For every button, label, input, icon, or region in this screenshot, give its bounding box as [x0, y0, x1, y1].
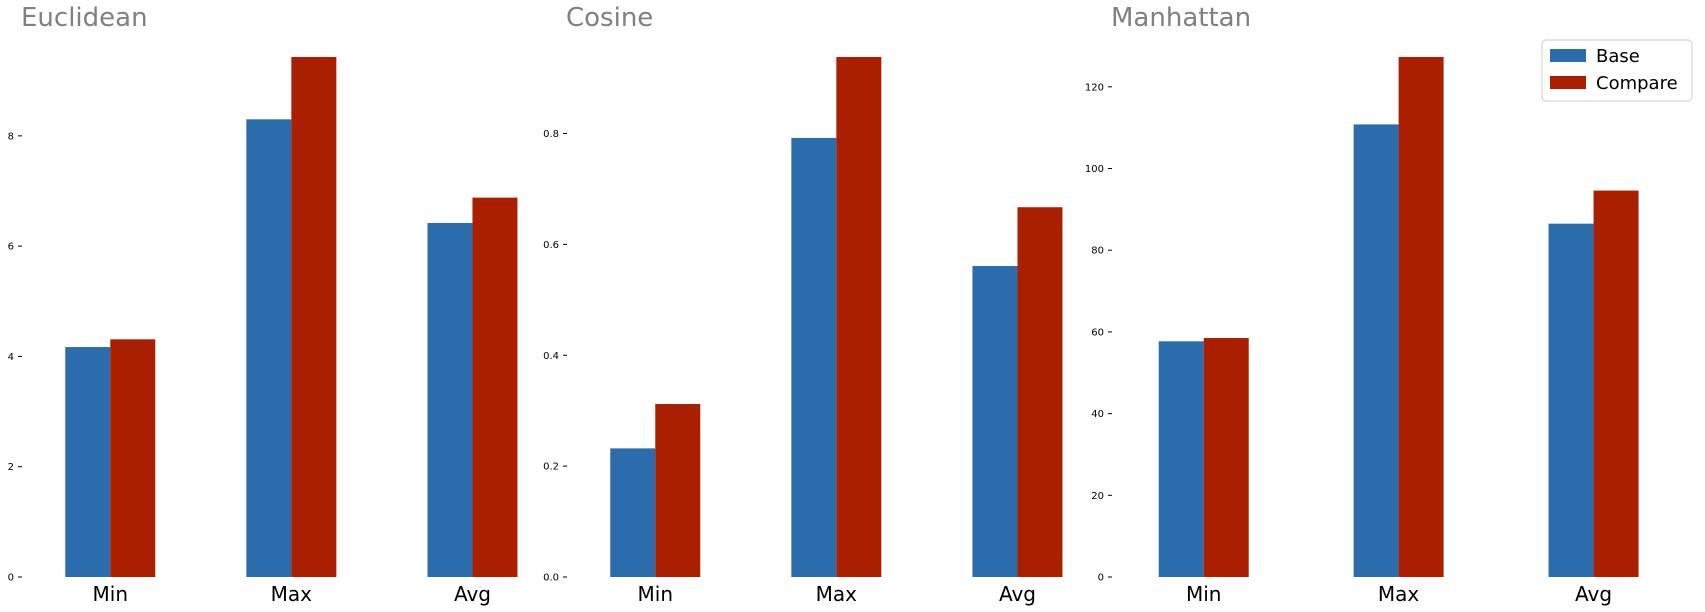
bar-0-base-max: [246, 119, 292, 577]
chart-title-2: Manhattan: [1111, 3, 1251, 33]
y-tick-label-1-3: 0.6: [543, 240, 559, 251]
x-tick-label-2-1: Max: [1378, 582, 1420, 606]
y-tick-label-2-1: 20: [1091, 491, 1104, 502]
bar-1-base-min: [610, 448, 656, 577]
x-tick-label-0-1: Max: [271, 582, 313, 606]
bar-1-compare-avg: [1017, 207, 1063, 577]
legend-label-base: Base: [1596, 46, 1640, 67]
x-tick-label-0-2: Avg: [454, 582, 491, 606]
bar-2-compare-min: [1203, 338, 1249, 577]
y-tick-label-2-3: 60: [1091, 327, 1104, 338]
bar-0-compare-max: [291, 57, 337, 577]
bar-2-base-min: [1158, 341, 1204, 577]
y-tick-label-2-2: 40: [1091, 409, 1104, 420]
chart-title-0: Euclidean: [21, 3, 148, 33]
x-tick-label-1-0: Min: [638, 582, 674, 606]
y-tick-label-2-0: 0: [1098, 573, 1104, 584]
bar-2-base-max: [1353, 124, 1399, 577]
y-tick-label-1-0: 0.0: [543, 573, 559, 584]
bar-0-compare-avg: [472, 197, 518, 577]
bar-0-base-min: [65, 347, 111, 577]
y-tick-label-1-2: 0.4: [543, 351, 559, 362]
x-tick-label-0-0: Min: [93, 582, 129, 606]
bar-2-compare-max: [1398, 57, 1444, 577]
y-tick-label-0-4: 8: [8, 131, 14, 142]
bar-1-base-avg: [972, 265, 1018, 577]
bar-1-compare-max: [836, 57, 882, 577]
y-tick-label-2-6: 120: [1085, 82, 1104, 93]
y-tick-label-0-3: 6: [8, 242, 14, 253]
y-tick-label-2-5: 100: [1085, 164, 1104, 175]
x-tick-label-1-2: Avg: [999, 582, 1036, 606]
y-tick-label-0-1: 2: [8, 462, 14, 473]
bar-1-base-max: [791, 137, 837, 577]
bar-2-base-avg: [1548, 223, 1594, 577]
y-tick-label-0-0: 0: [8, 573, 14, 584]
y-tick-label-1-4: 0.8: [543, 129, 559, 140]
y-tick-label-2-4: 80: [1091, 246, 1104, 257]
x-tick-label-2-0: Min: [1186, 582, 1222, 606]
legend-swatch-compare: [1550, 76, 1586, 89]
x-tick-label-1-1: Max: [816, 582, 858, 606]
bar-0-base-avg: [427, 222, 473, 578]
legend-swatch-base: [1550, 49, 1586, 62]
y-tick-label-0-2: 4: [8, 352, 14, 363]
bar-2-compare-avg: [1593, 190, 1639, 578]
bar-0-compare-min: [110, 339, 156, 577]
bar-1-compare-min: [655, 404, 701, 577]
y-tick-label-1-1: 0.2: [543, 462, 559, 473]
legend-label-compare: Compare: [1596, 73, 1678, 94]
chart-title-1: Cosine: [566, 3, 653, 33]
x-tick-label-2-2: Avg: [1575, 582, 1612, 606]
